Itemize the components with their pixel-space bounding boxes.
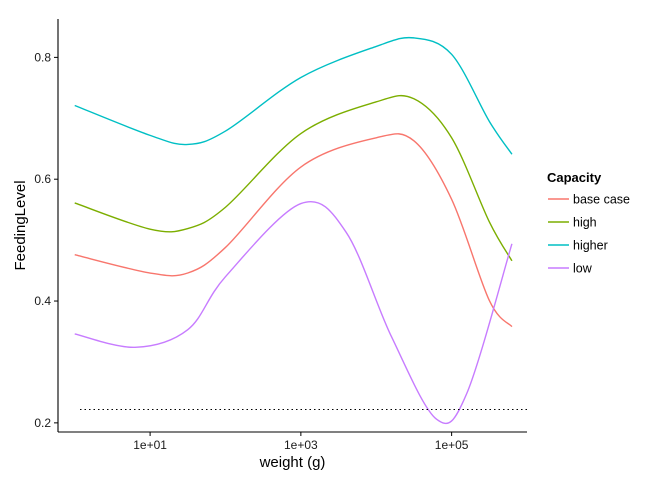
x-axis-ticks: 1e+01 1e+03 1e+05 bbox=[133, 432, 469, 452]
legend: Capacity base case high higher low bbox=[547, 170, 630, 276]
y-axis-title: FeedingLevel bbox=[12, 180, 29, 270]
legend-label: higher bbox=[573, 239, 608, 253]
series-line-higher bbox=[74, 36, 513, 155]
series-line-high bbox=[74, 94, 513, 262]
series-lines bbox=[74, 36, 513, 425]
series-line-low bbox=[74, 200, 513, 425]
x-axis-title: weight (g) bbox=[259, 454, 326, 471]
x-tick-label: 1e+01 bbox=[133, 438, 167, 452]
legend-label: high bbox=[573, 216, 597, 230]
series-line-base-case bbox=[74, 133, 513, 328]
legend-label: low bbox=[573, 262, 593, 276]
legend-label: base case bbox=[573, 193, 630, 207]
legend-title: Capacity bbox=[547, 170, 602, 185]
y-tick-label: 0.4 bbox=[34, 294, 51, 308]
y-axis-ticks: 0.2 0.4 0.6 0.8 bbox=[34, 50, 58, 430]
x-tick-label: 1e+05 bbox=[435, 438, 469, 452]
y-tick-label: 0.8 bbox=[34, 50, 51, 64]
x-tick-label: 1e+03 bbox=[284, 438, 318, 452]
y-tick-label: 0.2 bbox=[34, 416, 51, 430]
plot-area bbox=[57, 19, 527, 433]
y-tick-label: 0.6 bbox=[34, 172, 51, 186]
